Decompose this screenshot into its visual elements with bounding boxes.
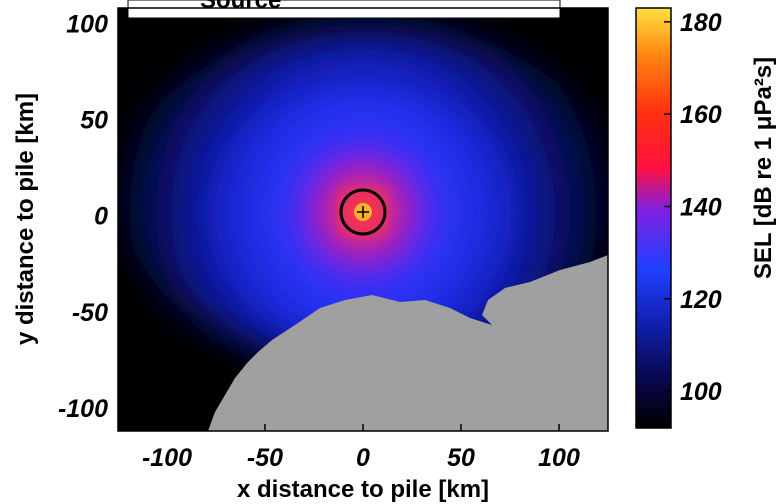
colorbar-label: SEL [dB re 1 μPa²s] [750,57,777,279]
x-tick-label: 50 [447,444,475,472]
colorbar-tick-label: 120 [680,286,722,314]
colorbar-ticks: 180 160 140 120 100 [664,9,722,406]
x-axis-ticks: -100 -50 0 50 100 [142,424,580,472]
y-tick-label: -50 [72,299,108,327]
y-tick-label: -100 [58,395,108,423]
legend-source-label: Source [200,0,281,14]
land-mass [208,255,608,431]
colorbar-tick-label: 180 [680,9,722,37]
y-axis-ticks: 100 50 0 -50 -100 [58,10,125,423]
plot-area [118,8,608,431]
y-tick-label: 50 [80,107,108,135]
colorbar-tick-label: 100 [680,378,722,406]
y-axis-label: y distance to pile [km] [12,93,39,345]
colorbar-tick-label: 140 [680,193,722,221]
y-tick-label: 0 [94,203,108,231]
colorbar-tick-label: 160 [680,101,722,129]
x-tick-label: 0 [356,444,370,472]
y-tick-label: 100 [66,10,108,38]
x-tick-label: 100 [538,444,580,472]
x-tick-label: -50 [247,444,283,472]
legend-box [127,0,561,19]
x-tick-label: -100 [142,444,192,472]
colorbar [635,7,672,429]
x-axis-label: x distance to pile [km] [237,476,489,503]
source-range-circle [339,188,387,236]
